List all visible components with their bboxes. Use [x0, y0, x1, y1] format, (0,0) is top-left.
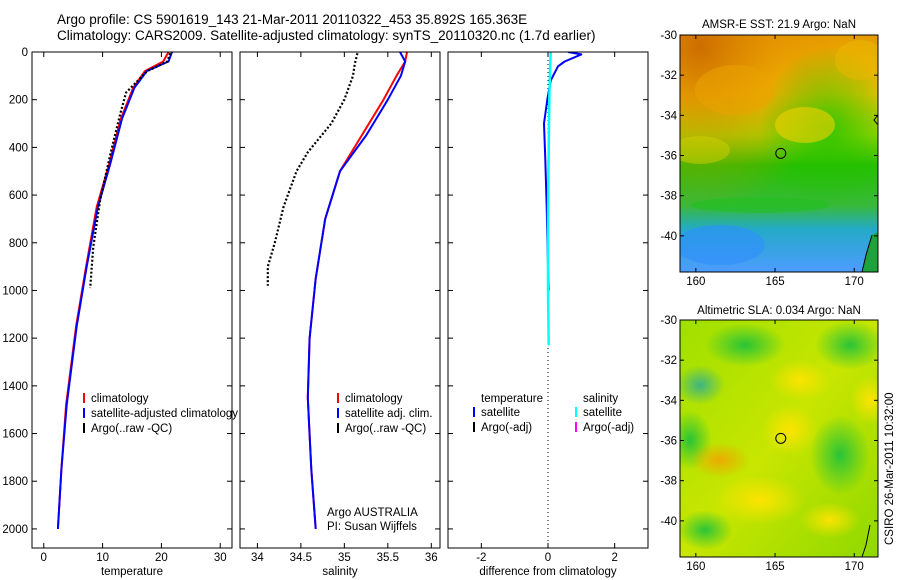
legend-label: Argo(..raw -QC) [345, 423, 426, 435]
x-tick-label: 34 [251, 552, 264, 564]
map-frame [679, 34, 879, 273]
x-tick-label: 20 [155, 552, 168, 564]
argo-location-marker [775, 147, 787, 159]
plot-frame [447, 51, 649, 549]
x-axis-label: temperature [101, 566, 163, 578]
legend-header: temperature [481, 393, 543, 405]
sst-field [680, 35, 878, 272]
annotation-text: PI: Susan Wijffels [327, 521, 417, 533]
map-x-tick-label: 170 [845, 276, 864, 288]
x-tick-label: 36 [425, 552, 438, 564]
x-axis-label: difference from climatology [479, 566, 616, 578]
temperature-panel: 0 10 20 30 0 200 400 600 800 1000 1200 1400 1600 1800… [2, 47, 238, 578]
map-y-tick-label: -36 [660, 436, 677, 448]
x-tick-label: 35 [338, 552, 351, 564]
series-line-argo-raw-qc- [266, 52, 359, 286]
map-y-tick-label: -32 [660, 355, 677, 367]
argo-location-marker [775, 432, 787, 444]
legend-label: Argo(..raw -QC) [91, 423, 172, 435]
salinity-panel: 34 34.5 35 35.5 36 salinity climatology satelli… [239, 51, 441, 578]
creation-stamp: CSIRO 26-Mar-2011 10:32:00 [884, 392, 896, 545]
x-tick-label: -2 [476, 552, 486, 564]
map-y-tick-label: -40 [660, 231, 677, 243]
map-title: Altimetric SLA: 0.034 Argo: NaN [697, 305, 861, 317]
x-tick-label: 34.5 [290, 552, 312, 564]
map-x-tick-label: 165 [765, 561, 784, 573]
sst-map: AMSR-E SST: 21.9 Argo: NaN 160 165 170 -30 -3… [660, 19, 879, 288]
x-tick-label: 10 [96, 552, 109, 564]
x-tick-label: 35.5 [377, 552, 399, 564]
y-tick-label: 1200 [2, 333, 28, 345]
legend-label: satellite [583, 407, 622, 419]
y-tick-label: 1000 [2, 285, 28, 297]
legend-label: Argo(-adj) [481, 422, 532, 434]
x-tick-label: 2 [611, 552, 617, 564]
map-x-tick-label: 160 [686, 561, 705, 573]
legend-label: satellite-adjusted climatology [91, 408, 238, 420]
series-group [266, 52, 408, 529]
y-tick-label: 0 [22, 47, 28, 59]
series-group [56, 52, 173, 529]
series-line-climatology [56, 52, 170, 529]
map-y-tick-label: -32 [660, 70, 677, 82]
x-tick-label: 0 [41, 552, 47, 564]
annotation-text: Argo AUSTRALIA [327, 507, 418, 519]
legend: climatology satellite-adjusted climatolog… [83, 393, 238, 435]
y-tick-label: 600 [9, 190, 28, 202]
header-line-1: Argo profile: CS 5901619_143 21-Mar-2011… [57, 12, 528, 27]
figure-header: Argo profile: CS 5901619_143 21-Mar-2011… [57, 12, 596, 44]
map-y-tick-label: -30 [660, 30, 677, 42]
map-y-tick-label: -30 [660, 315, 677, 327]
map-y-tick-label: -34 [660, 110, 677, 122]
plot-frame [31, 51, 233, 549]
map-y-tick-label: -40 [660, 516, 677, 528]
legend-label: Argo(-adj) [583, 422, 634, 434]
y-tick-label: 200 [9, 95, 28, 107]
series-line-satellite-adjusted-climatology [56, 52, 173, 529]
plot-frame [239, 51, 441, 549]
difference-panel: -2 0 2 difference from climatology temperatu… [447, 51, 649, 578]
series-line-satellite-adj-clim- [306, 52, 407, 529]
x-tick-label: 30 [214, 552, 227, 564]
map-x-tick-label: 160 [686, 276, 705, 288]
legend-label: satellite adj. clim. [345, 408, 433, 420]
y-tick-label: 800 [9, 238, 28, 250]
header-line-2: Climatology: CARS2009. Satellite-adjuste… [57, 28, 596, 43]
sla-field [680, 320, 878, 557]
map-y-tick-label: -38 [660, 476, 677, 488]
y-tick-label: 400 [9, 142, 28, 154]
map-x-tick-label: 165 [765, 276, 784, 288]
y-tick-label: 1600 [2, 429, 28, 441]
x-axis-label: salinity [322, 566, 357, 578]
map-y-tick-label: -34 [660, 395, 677, 407]
map-x-tick-label: 170 [845, 561, 864, 573]
legend: climatology satellite adj. clim. Argo(..ra… [337, 393, 433, 435]
x-tick-label: 0 [545, 552, 551, 564]
series-line-climatology [306, 52, 408, 529]
series-line-salinity-satellite [546, 52, 552, 346]
map-frame [679, 319, 879, 558]
y-tick-label: 2000 [2, 524, 28, 536]
legend-header: salinity [583, 393, 618, 405]
y-tick-label: 1400 [2, 381, 28, 393]
legend-label: climatology [345, 393, 403, 405]
series-group [543, 52, 583, 346]
legend-label: climatology [91, 393, 149, 405]
legend-label: satellite [481, 407, 520, 419]
map-y-tick-label: -36 [660, 151, 677, 163]
legend: temperature salinity satellite Argo(-adj) sa… [473, 393, 634, 434]
map-title: AMSR-E SST: 21.9 Argo: NaN [702, 19, 856, 31]
series-line-argo-raw-qc- [89, 52, 172, 289]
sla-map: Altimetric SLA: 0.034 Argo: NaN 160 165 170… [660, 305, 879, 573]
map-y-tick-label: -38 [660, 191, 677, 203]
y-tick-label: 1800 [2, 476, 28, 488]
